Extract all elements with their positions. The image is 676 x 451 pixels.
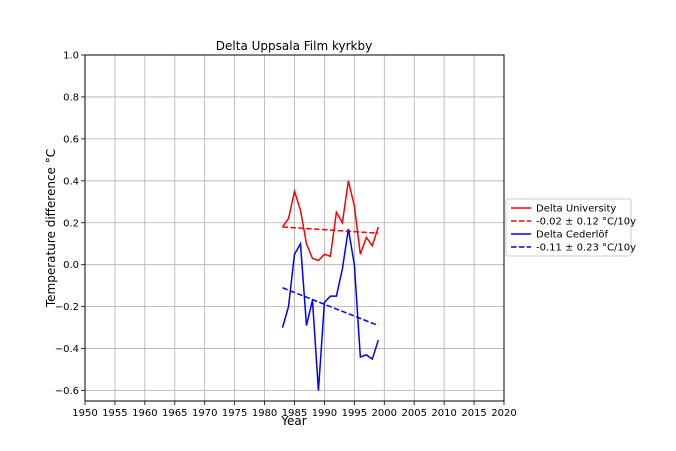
x-tick-label: 1950 xyxy=(72,408,97,419)
x-tick-label: 1985 xyxy=(282,408,307,419)
legend-label: Delta Cederlöf xyxy=(536,230,609,241)
x-tick-label: 1995 xyxy=(342,408,367,419)
y-tick-label: −0.2 xyxy=(55,302,79,313)
x-tick-label: 1960 xyxy=(132,408,157,419)
x-tick-label: 2015 xyxy=(461,408,486,419)
y-tick-label: 0.2 xyxy=(63,218,79,229)
legend-label: -0.02 ± 0.12 °C/10y xyxy=(536,217,636,228)
y-axis-ticks: −0.6 −0.4 −0.2 0.0 0.2 0.4 0.6 0.8 1.0 xyxy=(55,51,85,397)
y-tick-label: 0.0 xyxy=(63,260,79,271)
x-tick-label: 1975 xyxy=(222,408,247,419)
y-tick-label: 0.4 xyxy=(63,176,79,187)
x-tick-label: 1970 xyxy=(192,408,217,419)
y-tick-label: 1.0 xyxy=(63,51,79,62)
y-tick-label: −0.6 xyxy=(55,386,79,397)
y-tick-label: 0.6 xyxy=(63,134,79,145)
x-tick-label: 2000 xyxy=(372,408,397,419)
y-tick-label: 0.8 xyxy=(63,92,79,103)
series-line-4 xyxy=(282,287,379,327)
y-axis-title: Temperature difference °C xyxy=(44,149,58,308)
x-tick-label: 2020 xyxy=(491,408,516,419)
legend-label: Delta University xyxy=(536,204,616,215)
x-tick-label: 1955 xyxy=(102,408,127,419)
legend-box xyxy=(505,198,632,257)
y-tick-label: −0.4 xyxy=(55,344,79,355)
x-tick-label: 2010 xyxy=(431,408,456,419)
x-tick-label: 1980 xyxy=(252,408,277,419)
chart-title: Delta Uppsala Film kyrkby xyxy=(216,39,372,53)
series-line-3 xyxy=(281,228,380,391)
x-tick-label: 1990 xyxy=(312,408,337,419)
series-line-1 xyxy=(281,180,380,262)
legend-label: -0.11 ± 0.23 °C/10y xyxy=(536,243,636,254)
x-axis-ticks: 1950 1955 1960 1965 1970 1975 1980 1985 1990 1995… xyxy=(72,401,517,419)
x-axis-title: Year xyxy=(280,414,306,428)
x-tick-label: 1965 xyxy=(162,408,187,419)
series-line-2 xyxy=(282,226,379,234)
series-group xyxy=(281,180,380,391)
legend: Delta University -0.02 ± 0.12 °C/10y Delta… xyxy=(505,198,636,257)
x-tick-label: 2005 xyxy=(401,408,426,419)
